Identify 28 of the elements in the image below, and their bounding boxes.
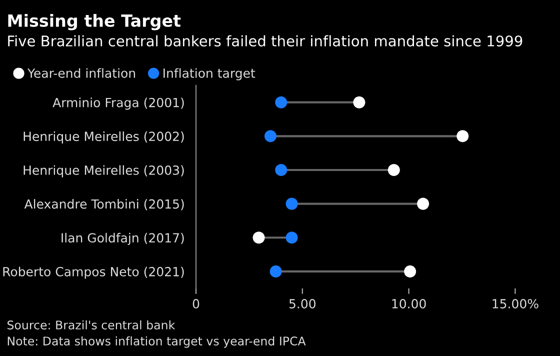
- chart-subtitle: Five Brazilian central bankers failed their inflation mandate since 1999: [8, 35, 522, 46]
- x-tick-label: 10.00: [392, 298, 426, 308]
- source-note: Source: Brazil's central bank: [8, 320, 176, 330]
- y-tick-label: Ilan Goldfajn (2017): [62, 232, 184, 245]
- x-tick-label: 5.00: [289, 298, 316, 308]
- y-tick-label: Arminio Fraga (2001): [52, 98, 184, 110]
- legend-label: Inflation target: [164, 68, 256, 80]
- text: Note: Data shows inflation target vs year-end IPCA: [8, 336, 306, 348]
- y-tick-label: Alexandre Tombini (2015): [24, 199, 184, 210]
- point: [353, 96, 366, 108]
- point: [404, 265, 416, 278]
- point: [270, 265, 282, 278]
- x-tick-label: 0: [192, 298, 200, 308]
- y-tick-label: Roberto Campos Neto (2021): [3, 266, 184, 279]
- point: [275, 96, 288, 108]
- point: [264, 130, 276, 142]
- point: [252, 232, 265, 244]
- y-tick-label: Henrique Meirelles (2003): [24, 165, 184, 178]
- y-tick-label: Henrique Meirelles (2002): [24, 131, 184, 144]
- legend-label: Year-end inflation: [27, 68, 136, 78]
- chart-title: Missing the Target: [8, 14, 181, 30]
- x-tick-label: 15.00%: [492, 298, 538, 308]
- point: [417, 198, 430, 210]
- point: [286, 198, 298, 210]
- point: [388, 164, 400, 176]
- point: [286, 232, 298, 244]
- point: [275, 164, 288, 176]
- point: [456, 130, 469, 142]
